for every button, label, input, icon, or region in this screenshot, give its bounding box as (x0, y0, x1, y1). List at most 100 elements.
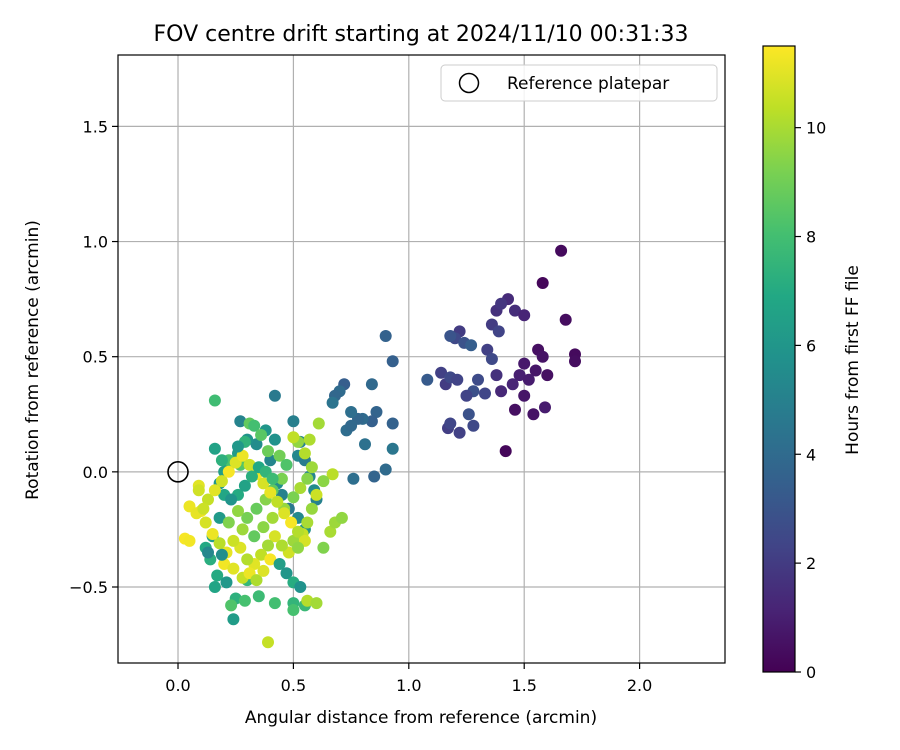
data-point (264, 486, 277, 499)
data-point (192, 484, 205, 497)
data-point (225, 493, 238, 506)
data-point (539, 401, 551, 414)
chart-title: FOV centre drift starting at 2024/11/10 … (154, 22, 689, 47)
data-point (208, 394, 221, 407)
data-point (250, 502, 263, 515)
colorbar-tick-label: 10 (806, 119, 826, 138)
data-point (518, 309, 531, 322)
data-point (359, 438, 371, 451)
y-tick-label: 1.5 (83, 117, 108, 136)
data-point (460, 389, 473, 402)
legend-box (440, 64, 718, 102)
colorbar-tick-label: 8 (806, 228, 816, 247)
data-point (541, 369, 554, 382)
legend-marker (458, 72, 480, 94)
data-point (506, 378, 519, 391)
reference-point (167, 461, 189, 483)
data-point (472, 373, 484, 386)
reference-marker (167, 461, 189, 483)
data-point (232, 440, 244, 453)
data-point (518, 357, 531, 370)
data-point (569, 355, 581, 368)
data-point (268, 530, 281, 543)
data-point (303, 433, 316, 446)
data-point (285, 516, 298, 529)
data-point (444, 330, 457, 342)
data-point (208, 581, 221, 593)
data-point (368, 470, 381, 483)
legend: Reference platepar (440, 64, 718, 102)
data-point (386, 417, 399, 430)
data-point (183, 534, 196, 547)
data-point (485, 353, 498, 365)
data-point (222, 516, 235, 529)
data-point (370, 406, 383, 418)
data-point (236, 449, 249, 462)
colorbar-tick-label: 4 (806, 445, 816, 464)
y-axis-label: Rotation from reference (arcmin) (23, 220, 43, 500)
data-point (255, 429, 268, 441)
data-point (509, 403, 521, 416)
data-point (266, 472, 279, 485)
data-point (345, 406, 358, 418)
data-point (481, 343, 494, 356)
data-point (234, 415, 247, 428)
data-point (218, 558, 231, 570)
colorbar-tick-label: 0 (806, 663, 816, 682)
data-point (252, 590, 265, 603)
data-point (379, 330, 392, 342)
data-point (317, 541, 330, 554)
data-point (241, 511, 254, 524)
data-point (202, 546, 214, 559)
data-point (435, 366, 448, 379)
data-point (257, 564, 270, 577)
axis-ticks: 0.0 0.5 1.0 1.5 2.0 −0.5 0.0 0.5 1.0 1.5 (69, 117, 652, 695)
data-point (292, 525, 304, 538)
data-point (513, 369, 526, 382)
data-point (467, 419, 480, 432)
data-point (287, 431, 300, 444)
colorbar-tick-label: 2 (806, 554, 816, 573)
data-point (273, 558, 286, 570)
data-point (421, 373, 434, 386)
data-point (222, 465, 235, 478)
data-point (241, 553, 254, 566)
data-point (215, 548, 228, 561)
data-point (301, 594, 314, 607)
data-point (465, 339, 478, 352)
data-point (264, 454, 277, 467)
data-point (379, 463, 392, 476)
data-point (301, 472, 314, 485)
data-point (220, 576, 233, 589)
data-point (257, 521, 270, 534)
data-point (453, 426, 466, 439)
data-points (178, 244, 581, 649)
data-point (451, 373, 464, 386)
y-tick-label: 0.0 (83, 463, 108, 482)
legend-label: Reference platepar (507, 74, 669, 94)
data-point (280, 458, 293, 471)
data-point (227, 562, 240, 575)
data-point (287, 415, 300, 428)
data-point (522, 373, 535, 386)
data-point (479, 387, 491, 400)
data-point (310, 597, 323, 610)
data-point (326, 396, 339, 409)
data-point (257, 477, 270, 490)
colorbar-label: Hours from first FF file (843, 265, 863, 455)
data-point (275, 539, 288, 552)
grid-lines (118, 55, 725, 663)
data-point (268, 389, 281, 402)
x-tick-label: 1.0 (396, 676, 421, 695)
x-tick-label: 1.5 (511, 676, 536, 695)
data-point (206, 528, 219, 540)
data-point (335, 511, 348, 524)
x-axis-label: Angular distance from reference (arcmin) (245, 708, 597, 728)
data-point (499, 445, 512, 458)
data-point (317, 475, 330, 488)
data-point (227, 534, 240, 547)
data-point (248, 419, 261, 432)
data-point (495, 297, 508, 310)
data-point (305, 461, 318, 474)
